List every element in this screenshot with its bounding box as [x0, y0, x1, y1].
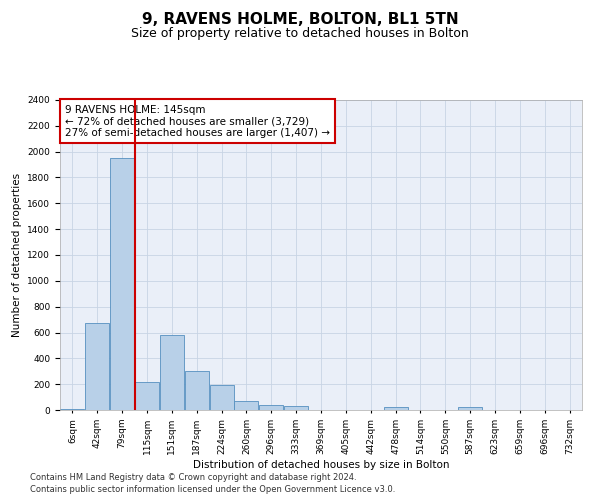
Y-axis label: Number of detached properties: Number of detached properties [12, 173, 22, 337]
Text: 9 RAVENS HOLME: 145sqm
← 72% of detached houses are smaller (3,729)
27% of semi-: 9 RAVENS HOLME: 145sqm ← 72% of detached… [65, 104, 330, 138]
Bar [185, 371, 209, 410]
Bar [284, 406, 308, 410]
Text: Contains public sector information licensed under the Open Government Licence v3: Contains public sector information licen… [30, 485, 395, 494]
X-axis label: Distribution of detached houses by size in Bolton: Distribution of detached houses by size … [193, 460, 449, 469]
Bar [209, 385, 233, 410]
Bar [458, 407, 482, 410]
Bar [383, 406, 407, 410]
Bar [160, 335, 184, 410]
Text: Contains HM Land Registry data © Crown copyright and database right 2024.: Contains HM Land Registry data © Crown c… [30, 472, 356, 482]
Bar [110, 158, 134, 410]
Text: Size of property relative to detached houses in Bolton: Size of property relative to detached ho… [131, 28, 469, 40]
Bar [235, 401, 259, 410]
Bar [135, 382, 159, 410]
Bar [85, 324, 109, 410]
Text: 9, RAVENS HOLME, BOLTON, BL1 5TN: 9, RAVENS HOLME, BOLTON, BL1 5TN [142, 12, 458, 28]
Bar [259, 405, 283, 410]
